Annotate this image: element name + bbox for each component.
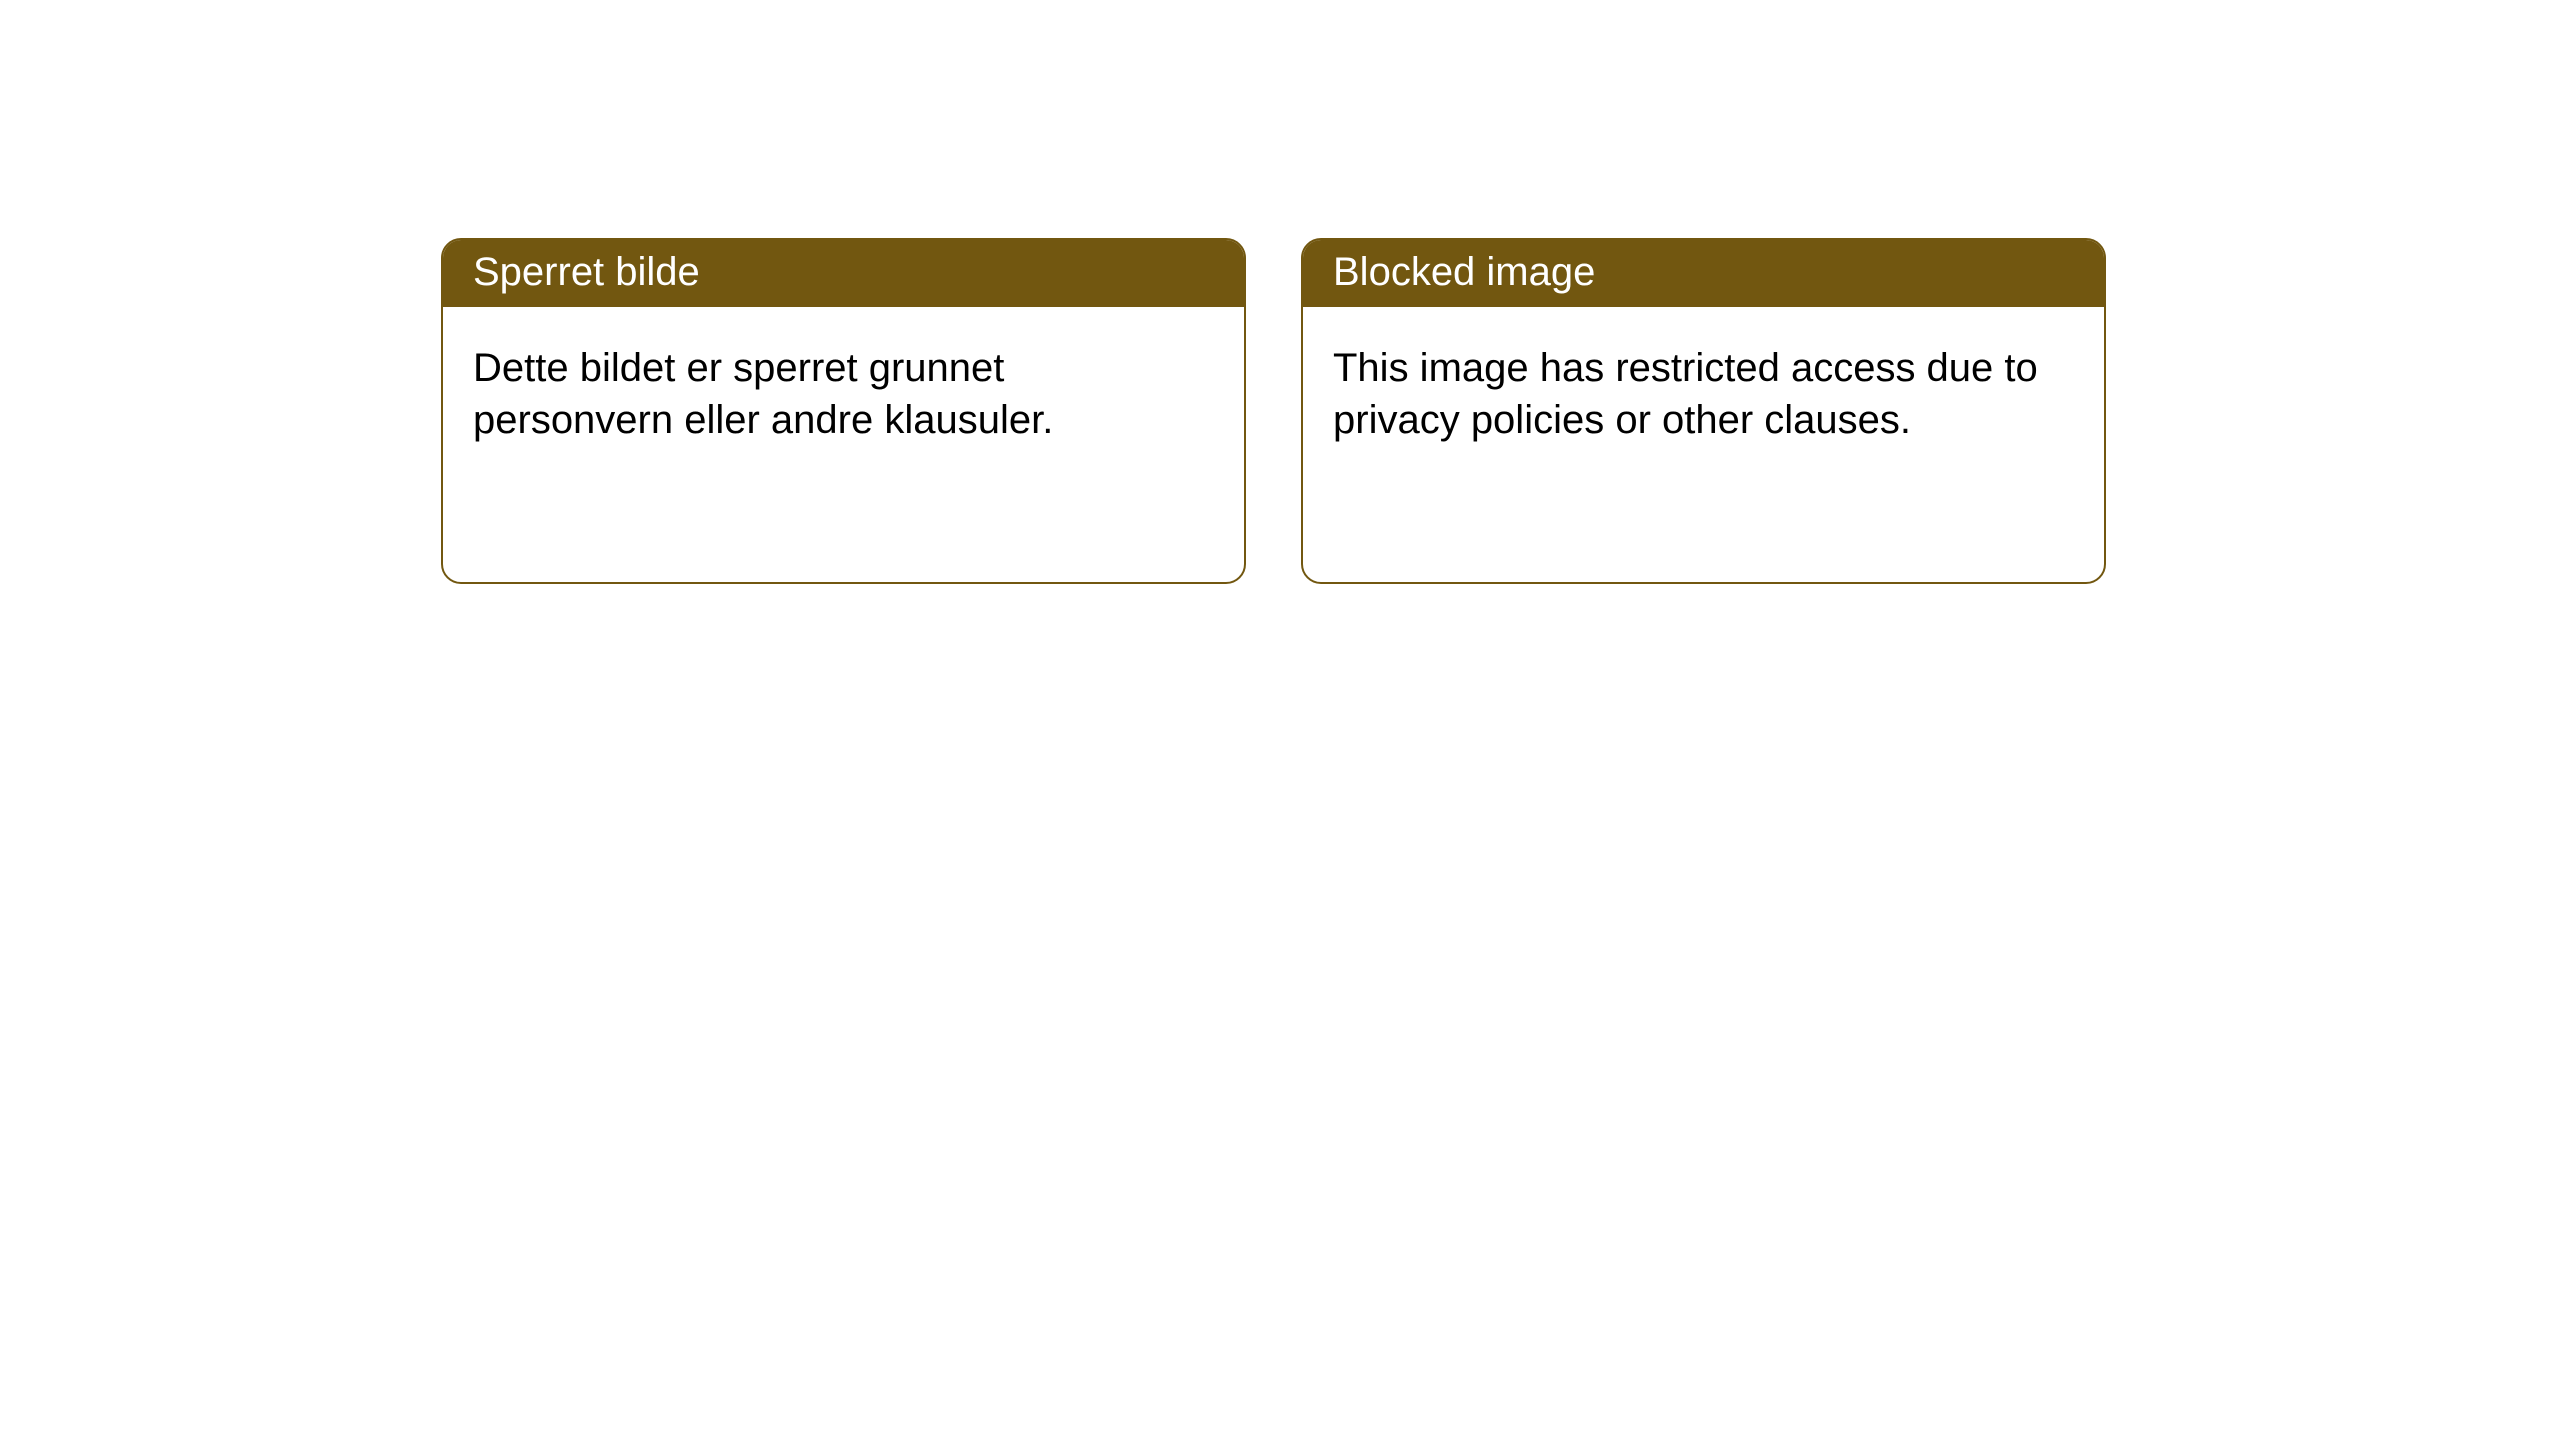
notice-body-no: Dette bildet er sperret grunnet personve… bbox=[443, 307, 1244, 582]
notice-card-en: Blocked image This image has restricted … bbox=[1301, 238, 2106, 584]
notice-card-no: Sperret bilde Dette bildet er sperret gr… bbox=[441, 238, 1246, 584]
notice-body-en: This image has restricted access due to … bbox=[1303, 307, 2104, 582]
notice-container: Sperret bilde Dette bildet er sperret gr… bbox=[0, 0, 2560, 584]
notice-title-no: Sperret bilde bbox=[443, 240, 1244, 307]
notice-title-en: Blocked image bbox=[1303, 240, 2104, 307]
